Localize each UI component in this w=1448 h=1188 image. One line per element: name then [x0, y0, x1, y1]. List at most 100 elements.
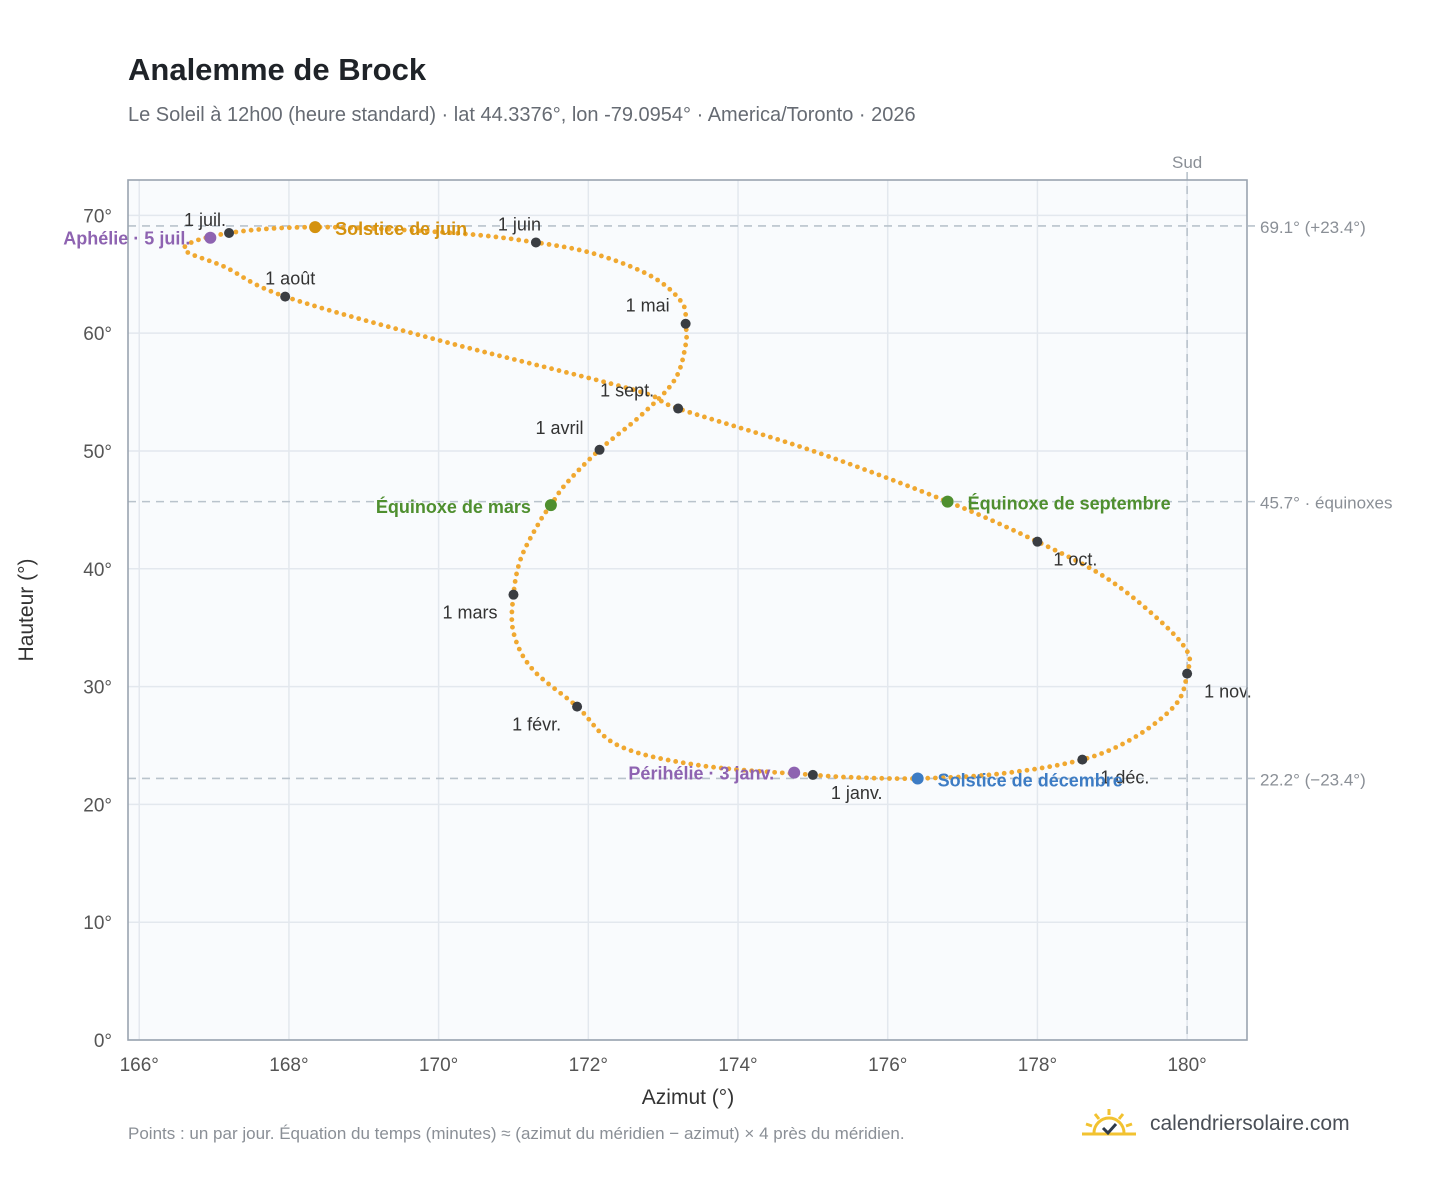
daily-point	[847, 461, 853, 467]
daily-point	[811, 448, 817, 454]
daily-point	[527, 535, 533, 541]
x-axis-label: Azimut (°)	[642, 1086, 734, 1109]
daily-point	[543, 509, 549, 515]
month-marker	[572, 701, 583, 712]
axis-ticks: 166° 168° 170° 172° 174° 176° 178° 180° 0° 10° 20°…	[83, 206, 1207, 1076]
daily-point	[1176, 636, 1181, 642]
daily-point	[675, 372, 681, 377]
daily-point	[581, 462, 587, 467]
daily-point	[447, 230, 453, 236]
daily-point	[415, 332, 421, 338]
daily-point	[509, 617, 515, 622]
month-label: 1 déc.	[1100, 768, 1149, 788]
daily-point	[833, 456, 839, 462]
daily-point	[622, 426, 628, 432]
x-tick-label: 170°	[419, 1055, 458, 1076]
daily-point	[1169, 706, 1175, 711]
daily-point	[518, 556, 524, 562]
daily-point	[658, 398, 664, 404]
daily-point	[554, 243, 560, 249]
daily-point	[876, 472, 882, 478]
daily-point	[620, 261, 626, 266]
y-axis-label: Hauteur (°)	[15, 559, 38, 662]
daily-point	[297, 299, 303, 304]
daily-point	[576, 247, 582, 253]
daily-point	[578, 373, 584, 379]
daily-point	[1159, 620, 1165, 626]
daily-point	[614, 742, 620, 748]
daily-point	[261, 285, 267, 291]
month-label: 1 nov.	[1204, 682, 1252, 702]
daily-point	[591, 251, 597, 257]
daily-point	[1136, 600, 1142, 606]
event-marker	[204, 231, 217, 244]
daily-point	[601, 733, 607, 739]
daily-point	[340, 225, 346, 230]
event-label: Périhélie · 3 janv.	[628, 764, 774, 784]
daily-point	[341, 312, 347, 317]
y-tick-label: 20°	[83, 795, 112, 816]
daily-point	[470, 232, 476, 237]
daily-point	[671, 378, 677, 384]
daily-point	[478, 232, 484, 238]
month-marker	[508, 589, 519, 600]
brand-name: calendriersolaire.com	[1150, 1112, 1350, 1135]
daily-point	[726, 766, 732, 772]
daily-point	[371, 320, 376, 326]
daily-point	[677, 297, 683, 303]
daily-point	[738, 425, 744, 431]
daily-point	[734, 767, 739, 772]
daily-point	[898, 480, 903, 486]
daily-point	[741, 767, 747, 773]
daily-point	[514, 571, 519, 577]
daily-point	[409, 228, 415, 233]
daily-point	[971, 773, 977, 779]
brand[interactable]: calendriersolaire.com	[1082, 1104, 1350, 1144]
daily-point	[782, 439, 788, 445]
daily-point	[1079, 561, 1085, 567]
daily-point	[519, 358, 525, 364]
daily-point	[497, 353, 502, 359]
daily-point	[529, 665, 535, 671]
daily-point	[1133, 734, 1139, 739]
daily-point	[561, 244, 567, 250]
daily-point	[661, 282, 667, 287]
daily-point	[643, 752, 649, 758]
daily-point	[760, 432, 766, 438]
daily-point	[833, 774, 839, 779]
daily-point	[601, 379, 606, 385]
plot-background	[128, 180, 1247, 1040]
daily-point	[540, 676, 546, 682]
daily-point	[1146, 725, 1152, 731]
month-label: 1 avril	[536, 418, 584, 438]
daily-point	[221, 263, 226, 269]
daily-point	[254, 282, 260, 288]
daily-point	[634, 417, 639, 422]
daily-point	[797, 444, 802, 449]
daily-point	[576, 467, 582, 473]
daily-point	[363, 318, 369, 324]
daily-point	[586, 375, 592, 381]
daily-point	[789, 441, 795, 447]
month-marker	[594, 444, 605, 455]
daily-point	[275, 291, 281, 297]
daily-point	[933, 494, 939, 500]
daily-point	[1139, 730, 1145, 735]
daily-point	[325, 224, 331, 230]
daily-point	[613, 258, 619, 264]
event-label: Solstice de juin	[335, 219, 467, 239]
daily-point	[408, 330, 413, 336]
daily-point	[753, 430, 759, 435]
daily-point	[658, 756, 664, 761]
daily-point	[994, 771, 999, 777]
daily-point	[1018, 531, 1023, 536]
daily-point	[304, 301, 310, 307]
daily-point	[905, 483, 910, 489]
daily-point	[711, 764, 716, 770]
daily-point	[1054, 762, 1060, 768]
daily-point	[234, 271, 240, 277]
month-label: 1 mai	[626, 296, 670, 316]
month-marker	[280, 291, 291, 302]
daily-point	[241, 275, 246, 280]
